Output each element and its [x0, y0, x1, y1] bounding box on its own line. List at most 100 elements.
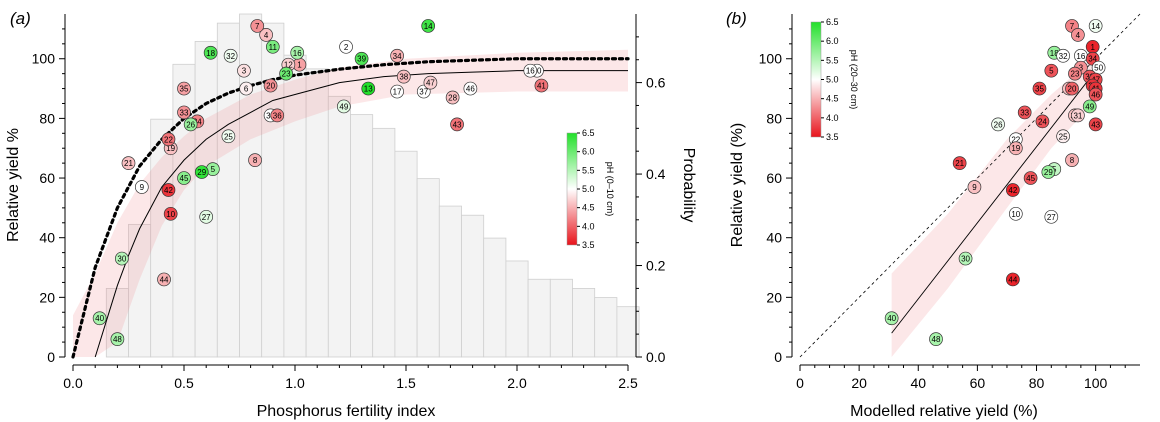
data-point: 18: [203, 45, 218, 60]
data-point: 49: [1082, 99, 1097, 114]
data-point-marker: [1088, 87, 1103, 102]
data-point-label: 9: [140, 183, 145, 192]
data-point-marker: [1056, 129, 1070, 144]
data-point-marker: [194, 165, 209, 179]
data-point-marker: [239, 81, 254, 96]
data-point: 32: [223, 48, 238, 63]
x-axis-title-b: Modelled relative yield (%): [850, 403, 1038, 420]
data-point: 14: [1088, 19, 1103, 33]
data-point-marker: [336, 99, 351, 114]
x-tick-label-a: 1.0: [285, 375, 305, 391]
data-point: 46: [1088, 87, 1103, 102]
data-point-marker: [884, 311, 899, 326]
data-point: 44: [1006, 272, 1020, 287]
data-point-label: 3: [1079, 64, 1084, 73]
colorbar-tick-label: 4.5: [582, 203, 595, 213]
colorbar-tick-label: 6.5: [826, 17, 839, 27]
colorbar-title: pH (0–10 cm): [605, 162, 615, 217]
x-tick-label-b: 0: [796, 375, 804, 391]
data-point: 4: [1071, 28, 1085, 42]
data-point-marker: [390, 48, 404, 63]
data-point: 28: [445, 90, 460, 105]
colorbar-title: pH (20–30 cm): [849, 50, 859, 110]
histogram-bar: [594, 297, 618, 358]
data-point-marker: [1006, 272, 1020, 287]
data-point: 46: [463, 81, 478, 96]
histogram-bar: [483, 237, 507, 358]
x-axis-title-a: Phosphorus fertility index: [257, 403, 436, 420]
data-point-label: 10: [1011, 210, 1020, 219]
x-tick-label-a: 0.5: [174, 375, 194, 391]
data-point-marker: [1017, 105, 1032, 120]
data-point-label: 27: [202, 213, 211, 222]
data-point-marker: [361, 81, 376, 96]
data-point-marker: [263, 78, 278, 93]
data-point-label: 14: [424, 22, 433, 31]
data-point-label: 44: [1008, 275, 1017, 284]
data-point: 47: [423, 75, 438, 90]
colorbar-tick-label: 5.5: [582, 165, 595, 175]
data-point-label: 8: [1070, 156, 1075, 165]
histogram-bar: [505, 260, 529, 358]
data-point-label: 21: [955, 159, 964, 168]
data-point-marker: [270, 108, 285, 123]
data-point: 45: [177, 171, 191, 185]
data-point-marker: [157, 272, 171, 287]
data-point-label: 5: [211, 165, 216, 174]
data-point-label: 32: [1059, 52, 1068, 61]
y-tick-label-a: 20: [39, 289, 55, 305]
data-point-marker: [463, 81, 478, 96]
data-point: 38: [396, 69, 411, 84]
data-point: 20: [1065, 81, 1079, 96]
data-point-marker: [161, 183, 176, 197]
data-point-label: 24: [193, 117, 202, 126]
data-point-label: 5: [1049, 67, 1054, 76]
y2-tick-label-a: 0.0: [646, 349, 666, 365]
histogram-bar: [572, 287, 596, 358]
data-point-label: 22: [1011, 135, 1020, 144]
data-point-marker: [450, 117, 464, 132]
histogram-bar: [527, 278, 551, 358]
y-tick-label-a: 0: [47, 349, 55, 365]
data-point-marker: [237, 63, 251, 78]
data-point: 35: [1032, 81, 1047, 96]
data-point-label: 25: [224, 132, 233, 141]
data-point-label: 40: [95, 314, 104, 323]
y2-tick-label-a: 0.6: [646, 75, 666, 91]
data-point-label: 18: [1050, 49, 1059, 58]
y2-tick-label-a: 0.4: [646, 166, 666, 182]
y-tick-label-b: 20: [766, 289, 782, 305]
data-point: 27: [199, 209, 214, 224]
colorbar-a: 6.5 6.0 5.5 5.0 4.5 4.0 3.5 pH (0–10 cm): [566, 128, 615, 250]
data-point-label: 26: [186, 120, 195, 129]
data-point: 41: [534, 78, 549, 93]
data-point: 24: [1035, 114, 1050, 129]
data-point-label: 23: [282, 70, 291, 79]
data-point: 26: [991, 117, 1005, 132]
x-tick-label-a: 2.0: [507, 375, 527, 391]
data-point-marker: [92, 311, 107, 326]
data-point-marker: [991, 117, 1005, 132]
panel-a: (a) 0 20 40 60 80 100 0.0 0.5 1.0 1.5 2.0 2.5 0.0 0.2…: [5, 9, 697, 420]
data-points-a: 1234567891011121314161718192021222324252…: [92, 19, 549, 346]
data-point-label: 21: [124, 159, 133, 168]
data-point-label: 20: [1068, 85, 1077, 94]
panel-a-label: (a): [10, 9, 31, 28]
data-point-label: 45: [180, 174, 189, 183]
data-point-label: 20: [266, 82, 275, 91]
histogram-bar: [461, 214, 485, 358]
data-point-label: 50: [1094, 64, 1103, 73]
data-point-marker: [534, 78, 549, 93]
data-point-label: 26: [994, 120, 1003, 129]
data-point-label: 17: [393, 88, 402, 97]
y-tick-label-b: 80: [766, 110, 782, 126]
data-point: 40: [884, 311, 899, 326]
data-point: 26: [183, 117, 198, 132]
colorbar-tick-label: 6.0: [582, 147, 595, 157]
data-point: 36: [270, 108, 285, 123]
histogram-bar: [438, 205, 462, 358]
data-point-label: 4: [264, 31, 269, 40]
data-point-marker: [114, 251, 129, 266]
